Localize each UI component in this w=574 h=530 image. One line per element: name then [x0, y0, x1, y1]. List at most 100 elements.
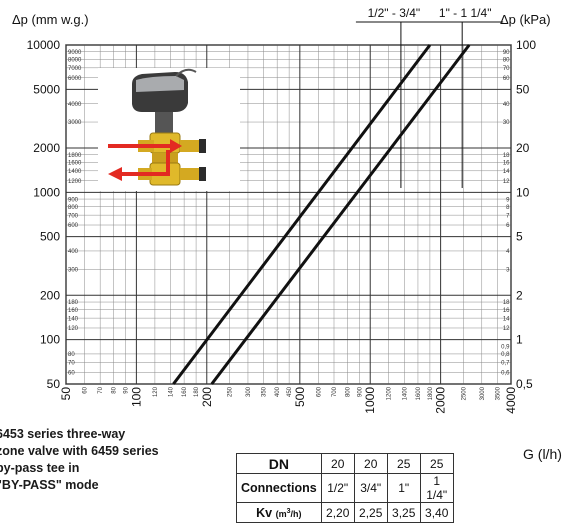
table-cell: 25 — [419, 453, 454, 474]
row-header-kv: Kv (m3/h) — [236, 502, 322, 523]
y2-tick-label-minor: 0,9 — [501, 345, 510, 351]
x-tick-label-minor: 80 — [112, 386, 118, 393]
y2-tick-label-minor: 14 — [503, 169, 510, 175]
y2-tick-label-minor: 9 — [506, 197, 510, 203]
y2-tick-label-minor: 40 — [503, 102, 510, 108]
pressure-drop-chart: Δp (mm w.g.) Δp (kPa) 50 100 200 500 1000 200… — [12, 6, 551, 414]
y-tick-label-minor: 6000 — [68, 76, 82, 82]
x-tick-label-minor: 1400 — [402, 386, 408, 400]
y-tick-label-minor: 800 — [68, 205, 79, 211]
y2-tick-label-minor: 8 — [506, 205, 510, 211]
x-tick-label-minor: 400 — [275, 386, 281, 397]
y-tick-label-minor: 700 — [68, 213, 79, 219]
y-tick-label-minor: 1400 — [68, 169, 82, 175]
y-tick-label: 100 — [40, 333, 60, 347]
row-header-connections: Connections — [236, 473, 322, 503]
y-tick-label-minor: 120 — [68, 326, 79, 332]
x-tick-label: 50 — [59, 387, 73, 401]
table-cell: 20 — [320, 453, 355, 474]
caption-line: 6453 series three-way — [0, 427, 126, 441]
y2-tick-label: 100 — [516, 38, 536, 52]
table-cell: 3,25 — [386, 502, 421, 523]
y2-tick-label-minor: 12 — [503, 179, 510, 185]
y-tick-label-minor: 3000 — [68, 120, 82, 126]
table-cell: 2,20 — [320, 502, 355, 523]
y-tick-label-minor: 900 — [68, 197, 79, 203]
y2-tick-label-minor: 60 — [503, 76, 510, 82]
x-tick-label-minor: 90 — [124, 386, 130, 393]
x-tick-label-minor: 900 — [358, 386, 364, 397]
x-axis-ticks: 50 100 200 500 1000 2000 4000 60 70 80 90 120 140 160… — [59, 386, 518, 413]
x-tick-label-minor: 700 — [332, 386, 338, 397]
table-cell: 2,25 — [353, 502, 388, 523]
y-tick-label-minor: 300 — [68, 268, 79, 274]
x-tick-label-minor: 3000 — [480, 386, 486, 400]
table-cell: 1" — [386, 473, 421, 503]
x-tick-label-minor: 180 — [194, 386, 200, 397]
x-axis-title: G (l/h) — [523, 446, 562, 462]
x-tick-label-minor: 60 — [83, 386, 89, 393]
y2-tick-label-minor: 0,7 — [501, 361, 510, 367]
y-axis-title: Δp (mm w.g.) — [12, 12, 89, 27]
table-cell: 25 — [386, 453, 421, 474]
y2-tick-label: 2 — [516, 288, 523, 302]
x-tick-label-minor: 450 — [287, 386, 293, 397]
y2-tick-label: 5 — [516, 230, 523, 244]
y-tick-label: 2000 — [33, 141, 60, 155]
x-tick-label: 200 — [200, 387, 214, 407]
y2-tick-label: 0,5 — [516, 377, 533, 391]
y2-tick-label-minor: 12 — [503, 326, 510, 332]
kv-unit: (m3/h) — [275, 507, 302, 519]
y-tick-label-minor: 7000 — [68, 66, 82, 72]
caption-line: zone valve with 6459 series — [0, 444, 159, 458]
y2-axis-title: Δp (kPa) — [500, 12, 551, 27]
row-header-dn: DN — [236, 453, 322, 474]
x-tick-label: 100 — [129, 387, 143, 407]
x-tick-label-minor: 1600 — [416, 386, 422, 400]
caption-line: by-pass tee in — [0, 461, 80, 475]
y2-tick-label-minor: 0,6 — [501, 371, 510, 377]
x-tick-label-minor: 600 — [316, 386, 322, 397]
table-row-connections: Connections 1/2" 3/4" 1" 1 1/4" — [236, 473, 454, 503]
y-tick-label-minor: 8000 — [68, 57, 82, 63]
y-tick-label: 1000 — [33, 185, 60, 199]
y2-tick-label-minor: 14 — [503, 316, 510, 322]
y-tick-label: 500 — [40, 230, 60, 244]
x-tick-label-minor: 3500 — [495, 386, 501, 400]
table-cell: 20 — [353, 453, 388, 474]
y-tick-label-minor: 1600 — [68, 160, 82, 166]
y-tick-label: 200 — [40, 288, 60, 302]
y-tick-label-minor: 80 — [68, 352, 75, 358]
x-tick-label-minor: 2500 — [461, 386, 467, 400]
x-tick-label-minor: 160 — [182, 386, 188, 397]
x-tick-label: 4000 — [504, 387, 518, 414]
y-tick-label: 5000 — [33, 82, 60, 96]
x-tick-label: 1000 — [363, 387, 377, 414]
y2-tick-label-minor: 4 — [506, 249, 510, 255]
y-tick-label-minor: 160 — [68, 308, 79, 314]
y2-tick-label-minor: 18 — [503, 300, 510, 306]
y2-tick-label-minor: 30 — [503, 120, 510, 126]
series-line — [210, 44, 471, 385]
x-tick-label-minor: 800 — [346, 386, 352, 397]
table-row-dn: DN 20 20 25 25 — [236, 453, 454, 474]
y2-tick-label-minor: 80 — [503, 57, 510, 63]
y2-tick-label: 10 — [516, 185, 530, 199]
y2-tick-label: 1 — [516, 333, 523, 347]
y-tick-label: 10000 — [27, 38, 61, 52]
table-row-kv: Kv (m3/h) 2,20 2,25 3,25 3,40 — [236, 502, 454, 523]
y-tick-label-minor: 9000 — [68, 50, 82, 56]
spec-table: DN 20 20 25 25 Connections 1/2" 3/4" 1" … — [236, 453, 454, 523]
y2-tick-label-minor: 16 — [503, 308, 510, 314]
x-tick-label-minor: 1800 — [428, 386, 434, 400]
y-tick-label-minor: 1200 — [68, 179, 82, 185]
table-cell: 3,40 — [419, 502, 454, 523]
minor-grid — [66, 45, 511, 384]
x-tick-label-minor: 120 — [153, 386, 159, 397]
y2-tick-label-minor: 16 — [503, 160, 510, 166]
y-tick-label-minor: 600 — [68, 223, 79, 229]
table-cell: 1 1/4" — [419, 473, 454, 503]
x-tick-label-minor: 250 — [227, 386, 233, 397]
x-tick-label: 500 — [293, 387, 307, 407]
y2-tick-label-minor: 70 — [503, 66, 510, 72]
